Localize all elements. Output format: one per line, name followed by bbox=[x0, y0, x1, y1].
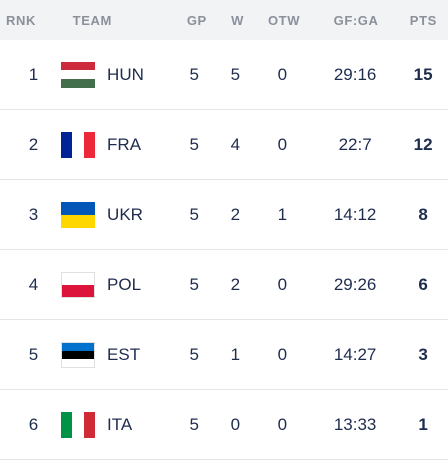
team-name[interactable]: HUN bbox=[107, 64, 144, 84]
otw-cell: 0 bbox=[277, 344, 288, 364]
flag-cell bbox=[61, 341, 96, 368]
pts-cell: 1 bbox=[418, 414, 428, 434]
pts-cell: 3 bbox=[418, 344, 428, 364]
w-cell: 4 bbox=[230, 134, 241, 154]
gp-cell: 5 bbox=[189, 414, 199, 434]
gp-cell: 5 bbox=[189, 204, 199, 224]
table-row[interactable]: 3 UKR 5 2 1 14:12 8 bbox=[0, 180, 448, 250]
otw-cell: 0 bbox=[277, 274, 288, 294]
flag-cell bbox=[61, 201, 96, 228]
w-cell: 0 bbox=[230, 414, 241, 434]
table-row[interactable]: 5 EST 5 1 0 14:27 3 bbox=[0, 320, 448, 390]
otw-cell: 0 bbox=[277, 64, 288, 84]
w-cell: 5 bbox=[230, 64, 241, 84]
table-header: RNK TEAM GP W OTW GF:GA PTS bbox=[0, 0, 448, 40]
table-row[interactable]: 2 FRA 5 4 0 22:7 12 bbox=[0, 110, 448, 180]
rank-cell: 4 bbox=[28, 274, 39, 294]
table-row[interactable]: 6 ITA 5 0 0 13:33 1 bbox=[0, 390, 448, 460]
table-row[interactable]: 1 HUN 5 5 0 29:16 15 bbox=[0, 40, 448, 110]
flag-cell bbox=[61, 411, 96, 438]
team-name[interactable]: ITA bbox=[107, 414, 133, 434]
team-name[interactable]: EST bbox=[107, 344, 141, 364]
rank-cell: 2 bbox=[28, 134, 39, 154]
pts-cell: 15 bbox=[413, 64, 433, 84]
gp-cell: 5 bbox=[189, 274, 199, 294]
rank-cell: 5 bbox=[28, 344, 39, 364]
flag-cell bbox=[61, 271, 96, 298]
pts-cell: 12 bbox=[413, 134, 433, 154]
header-pts[interactable]: PTS bbox=[409, 12, 437, 28]
flag-cell bbox=[61, 61, 96, 88]
flag-cell bbox=[61, 131, 96, 158]
standings-table: RNK TEAM GP W OTW GF:GA PTS 1 HUN 5 5 0 … bbox=[0, 0, 448, 460]
header-w[interactable]: W bbox=[231, 12, 245, 28]
pts-cell: 6 bbox=[418, 274, 428, 294]
estonia-flag-icon bbox=[61, 341, 96, 368]
gfga-cell: 14:27 bbox=[333, 344, 377, 364]
otw-cell: 0 bbox=[277, 414, 288, 434]
gfga-cell: 22:7 bbox=[338, 134, 372, 154]
header-rnk[interactable]: RNK bbox=[6, 12, 36, 28]
table-row[interactable]: 4 POL 5 2 0 29:26 6 bbox=[0, 250, 448, 320]
gp-cell: 5 bbox=[189, 344, 199, 364]
hungary-flag-icon bbox=[61, 61, 96, 88]
pts-cell: 8 bbox=[418, 204, 428, 224]
rank-cell: 3 bbox=[28, 204, 39, 224]
otw-cell: 0 bbox=[277, 134, 288, 154]
w-cell: 1 bbox=[230, 344, 241, 364]
w-cell: 2 bbox=[230, 274, 241, 294]
header-gfga[interactable]: GF:GA bbox=[333, 12, 379, 28]
header-gp[interactable]: GP bbox=[186, 12, 207, 28]
poland-flag-icon bbox=[61, 271, 96, 298]
header-team[interactable]: TEAM bbox=[72, 12, 112, 28]
header-otw[interactable]: OTW bbox=[267, 12, 301, 28]
ukraine-flag-icon bbox=[61, 201, 96, 228]
gfga-cell: 13:33 bbox=[333, 414, 377, 434]
gfga-cell: 14:12 bbox=[333, 204, 377, 224]
team-name[interactable]: POL bbox=[107, 274, 142, 294]
team-name[interactable]: UKR bbox=[107, 204, 143, 224]
rank-cell: 1 bbox=[28, 64, 39, 84]
gp-cell: 5 bbox=[189, 64, 199, 84]
gfga-cell: 29:16 bbox=[333, 64, 377, 84]
rank-cell: 6 bbox=[28, 414, 39, 434]
gp-cell: 5 bbox=[189, 134, 199, 154]
otw-cell: 1 bbox=[277, 204, 288, 224]
italy-flag-icon bbox=[61, 411, 96, 438]
france-flag-icon bbox=[61, 131, 96, 158]
team-name[interactable]: FRA bbox=[107, 134, 142, 154]
w-cell: 2 bbox=[230, 204, 241, 224]
gfga-cell: 29:26 bbox=[333, 274, 377, 294]
